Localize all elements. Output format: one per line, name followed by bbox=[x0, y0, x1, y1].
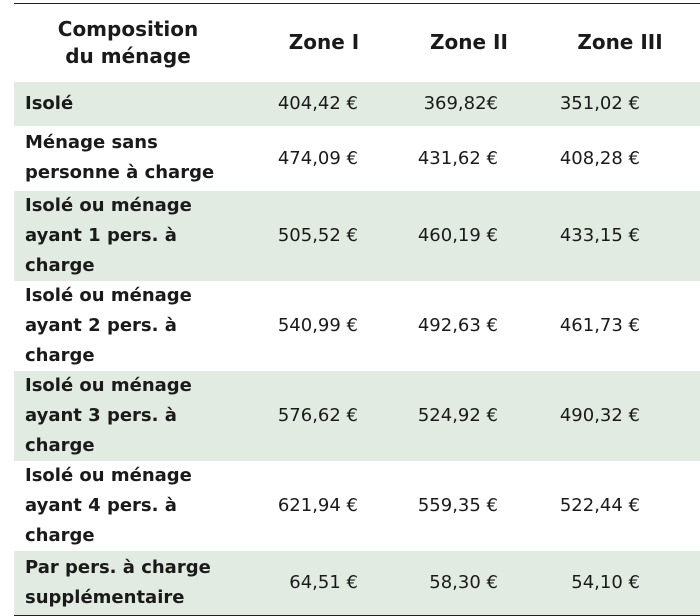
table-row: Ménage sans personne à charge 474,09 € 4… bbox=[14, 126, 700, 191]
row-label: Isolé ou ménage ayant 1 pers. à charge bbox=[25, 194, 192, 276]
cell-zone-1: 576,62 € bbox=[277, 405, 358, 426]
header-row: Composition du ménage Zone I Zone II Zon… bbox=[14, 3, 700, 82]
cell-zone-1: 621,94 € bbox=[277, 495, 358, 516]
table-row: Isolé ou ménage ayant 1 pers. à charge 5… bbox=[14, 190, 700, 281]
header-composition: Composition du ménage bbox=[57, 16, 199, 68]
table-row: Par pers. à charge supplémentaire 64,51 … bbox=[14, 550, 700, 616]
cell-zone-2: 431,62 € bbox=[417, 147, 498, 169]
cell-zone-3: 408,28 € bbox=[559, 147, 640, 169]
row-label: Isolé ou ménage ayant 4 pers. à charge bbox=[25, 464, 192, 546]
cell-zone-2: 58,30 € bbox=[429, 572, 498, 594]
cell-zone-3: 490,32 € bbox=[559, 405, 640, 426]
table-row: Isolé ou ménage ayant 2 pers. à charge 5… bbox=[14, 281, 700, 371]
cell-zone-2: 369,82€ bbox=[423, 93, 498, 114]
cell-zone-3: 461,73 € bbox=[559, 315, 640, 336]
table-row: Isolé ou ménage ayant 3 pers. à charge 5… bbox=[14, 370, 700, 461]
row-label: Ménage sans personne à charge bbox=[25, 132, 215, 183]
cell-zone-3: 54,10 € bbox=[571, 572, 640, 594]
table-row: Isolé 404,42 € 369,82€ 351,02 € bbox=[14, 81, 700, 126]
row-label: Isolé ou ménage ayant 2 pers. à charge bbox=[25, 284, 192, 366]
cell-zone-2: 460,19 € bbox=[417, 225, 498, 246]
cell-zone-3: 351,02 € bbox=[559, 93, 640, 114]
cell-zone-1: 474,09 € bbox=[277, 147, 358, 169]
allowance-table: Composition du ménage Zone I Zone II Zon… bbox=[14, 3, 700, 616]
row-label: Par pers. à charge supplémentaire bbox=[25, 556, 211, 608]
header-zone-2: Zone II bbox=[430, 30, 508, 55]
cell-zone-1: 404,42 € bbox=[277, 93, 358, 114]
cell-zone-2: 524,92 € bbox=[417, 405, 498, 426]
header-zone-1: Zone I bbox=[288, 30, 360, 55]
cell-zone-2: 559,35 € bbox=[417, 495, 498, 516]
cell-zone-1: 505,52 € bbox=[277, 225, 358, 246]
cell-zone-1: 64,51 € bbox=[289, 572, 358, 594]
cell-zone-3: 433,15 € bbox=[559, 225, 640, 246]
header-zone-3: Zone III bbox=[577, 30, 663, 55]
cell-zone-1: 540,99 € bbox=[277, 315, 358, 336]
table-row: Isolé ou ménage ayant 4 pers. à charge 6… bbox=[14, 461, 700, 551]
cell-zone-3: 522,44 € bbox=[559, 495, 640, 516]
row-label: Isolé bbox=[25, 92, 74, 114]
row-label: Isolé ou ménage ayant 3 pers. à charge bbox=[25, 374, 192, 456]
cell-zone-2: 492,63 € bbox=[417, 315, 498, 336]
